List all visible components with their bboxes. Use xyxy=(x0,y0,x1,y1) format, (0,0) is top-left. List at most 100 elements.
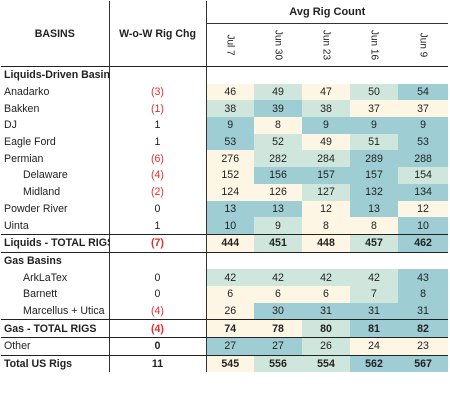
rig-count-value: 157 xyxy=(302,167,350,184)
rig-count-table: BASINS W-o-W Rig Chg Avg Rig Count Jul 7… xyxy=(1,1,449,373)
rig-count-value: 289 xyxy=(350,150,398,168)
table-row: Delaware (4) 152 156 157 157 154 xyxy=(1,167,449,184)
basins-header: BASINS xyxy=(1,1,110,67)
table-row: Anadarko (3) 46 49 47 50 54 xyxy=(1,83,449,101)
rig-count-value: 9 xyxy=(350,117,398,134)
wow-change: 11 xyxy=(109,355,207,373)
rig-count-value: 80 xyxy=(302,319,350,338)
rig-count-value: 444 xyxy=(206,233,254,253)
section-values-blank xyxy=(206,251,449,270)
rig-count-value: 284 xyxy=(302,150,350,168)
rig-count-value: 6 xyxy=(254,285,302,303)
rig-count-value: 8 xyxy=(350,217,398,235)
table-row: Barnett 0 6 6 6 7 8 xyxy=(1,285,449,303)
rig-count-value: 42 xyxy=(302,269,350,286)
rig-count-value: 43 xyxy=(398,269,449,286)
wow-change-header: W-o-W Rig Chg xyxy=(109,1,207,67)
rig-count-value: 126 xyxy=(254,183,302,201)
basin-name: DJ xyxy=(1,117,110,134)
rig-count-value: 9 xyxy=(302,117,350,134)
section-chg-blank xyxy=(109,65,207,84)
rig-count-value: 37 xyxy=(398,100,449,118)
wow-change: 1 xyxy=(109,117,207,134)
basin-name: Eagle Ford xyxy=(1,133,110,151)
rig-count-value: 562 xyxy=(350,355,398,373)
rig-count-value: 156 xyxy=(254,167,302,184)
rig-count-value: 26 xyxy=(302,337,350,356)
rig-count-value: 31 xyxy=(398,302,449,320)
rig-count-value: 82 xyxy=(398,319,449,338)
rig-count-value: 13 xyxy=(206,200,254,218)
basin-name: Liquids - TOTAL RIGS xyxy=(1,233,110,253)
table-row: Permian (6) 276 282 284 289 288 xyxy=(1,150,449,168)
rig-count-value: 12 xyxy=(398,200,449,218)
basin-name: Powder River xyxy=(1,200,110,218)
date-header: Jun 9 xyxy=(398,23,449,67)
table-row: Bakken (1) 38 39 38 37 37 xyxy=(1,100,449,118)
rig-count-value: 53 xyxy=(398,133,449,151)
rig-count-value: 556 xyxy=(254,355,302,373)
rig-count-value: 37 xyxy=(350,100,398,118)
basin-name: Marcellus + Utica xyxy=(1,302,110,320)
rig-count-value: 12 xyxy=(302,200,350,218)
rig-count-value: 7 xyxy=(350,285,398,303)
rig-count-value: 42 xyxy=(206,269,254,286)
table-row: Marcellus + Utica (4) 26 30 31 31 31 xyxy=(1,302,449,320)
avg-rig-count-header: Avg Rig Count xyxy=(206,1,449,24)
date-header: Jun 30 xyxy=(254,23,302,67)
rig-count-value: 78 xyxy=(254,319,302,338)
rig-count-value: 9 xyxy=(398,117,449,134)
other-row: Other 0 27 27 26 24 23 xyxy=(1,337,449,356)
section-header-row: Gas Basins xyxy=(1,251,449,270)
wow-change: 0 xyxy=(109,337,207,356)
table-row: Powder River 0 13 13 12 13 12 xyxy=(1,200,449,218)
basin-name: Barnett xyxy=(1,285,110,303)
rig-count-value: 6 xyxy=(206,285,254,303)
date-header: Jun 23 xyxy=(302,23,350,67)
table-row: DJ 1 9 8 9 9 9 xyxy=(1,117,449,134)
rig-count-value: 31 xyxy=(302,302,350,320)
rig-count-value: 127 xyxy=(302,183,350,201)
table-row: ArkLaTex 0 42 42 42 42 43 xyxy=(1,269,449,286)
rig-count-value: 24 xyxy=(350,337,398,356)
rig-count-value: 554 xyxy=(302,355,350,373)
rig-count-value: 157 xyxy=(350,167,398,184)
rig-count-value: 132 xyxy=(350,183,398,201)
wow-change: (4) xyxy=(109,167,207,184)
basin-name: Anadarko xyxy=(1,83,110,101)
rig-count-value: 81 xyxy=(350,319,398,338)
rig-count-value: 288 xyxy=(398,150,449,168)
table-row: Eagle Ford 1 53 52 49 51 53 xyxy=(1,133,449,151)
rig-count-value: 38 xyxy=(302,100,350,118)
rig-count-value: 53 xyxy=(206,133,254,151)
wow-change: 1 xyxy=(109,217,207,235)
rig-count-value: 23 xyxy=(398,337,449,356)
basin-name: Midland xyxy=(1,183,110,201)
rig-count-value: 42 xyxy=(254,269,302,286)
rig-count-value: 6 xyxy=(302,285,350,303)
rig-count-value: 451 xyxy=(254,233,302,253)
rig-count-value: 154 xyxy=(398,167,449,184)
wow-change: 1 xyxy=(109,133,207,151)
wow-change: 0 xyxy=(109,285,207,303)
basin-name: Permian xyxy=(1,150,110,168)
basin-name: Other xyxy=(1,337,110,356)
rig-count-value: 42 xyxy=(350,269,398,286)
rig-count-value: 50 xyxy=(350,83,398,101)
basin-name: Gas - TOTAL RIGS xyxy=(1,319,110,338)
rig-count-value: 38 xyxy=(206,100,254,118)
rig-count-value: 39 xyxy=(254,100,302,118)
basin-name: Total US Rigs xyxy=(1,355,110,373)
section-title: Gas Basins xyxy=(1,251,110,270)
rig-count-value: 54 xyxy=(398,83,449,101)
section-chg-blank xyxy=(109,251,207,270)
rig-count-value: 134 xyxy=(398,183,449,201)
wow-change: 0 xyxy=(109,269,207,286)
table-row: Midland (2) 124 126 127 132 134 xyxy=(1,183,449,201)
section-total-row: Liquids - TOTAL RIGS (7) 444 451 448 457 462 xyxy=(1,233,449,253)
basin-name: Delaware xyxy=(1,167,110,184)
rig-count-value: 26 xyxy=(206,302,254,320)
wow-change: (3) xyxy=(109,83,207,101)
rig-count-value: 52 xyxy=(254,133,302,151)
table-row: Uinta 1 10 9 8 8 10 xyxy=(1,217,449,235)
